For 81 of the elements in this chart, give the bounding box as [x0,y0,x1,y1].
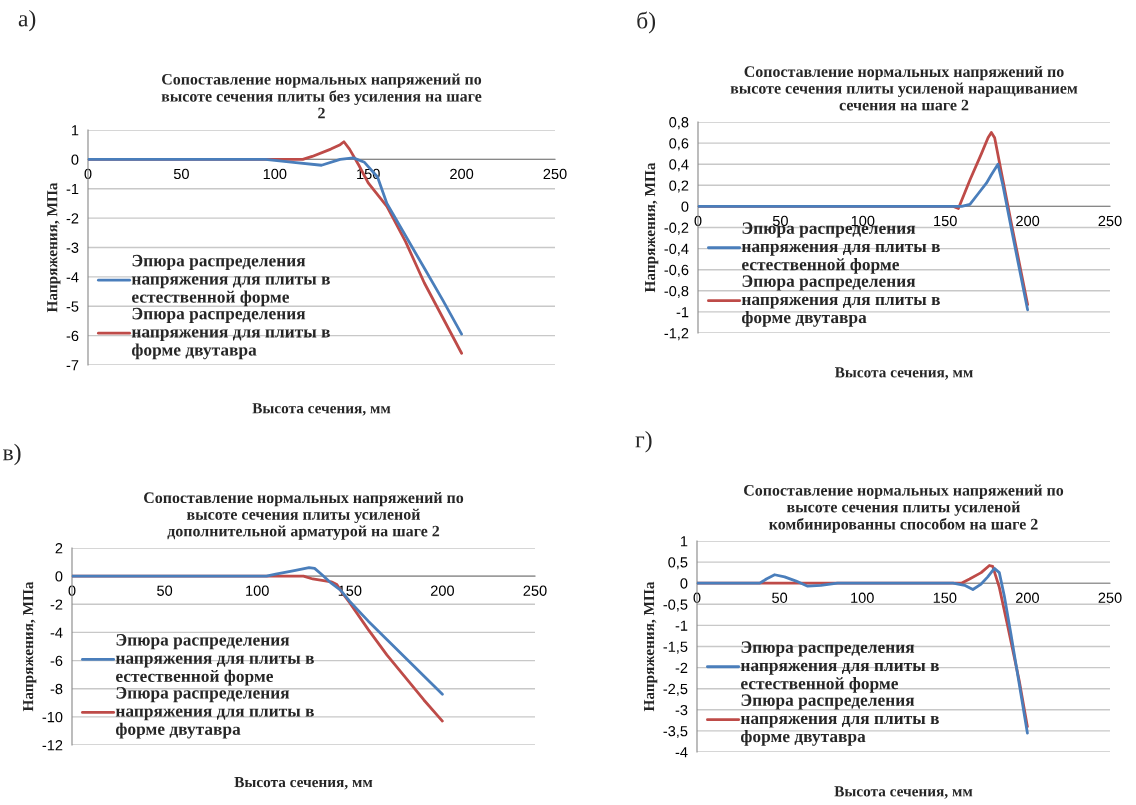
legend-label: Эпюра распределения напряжения для плиты в естественной форме [740,641,939,693]
x-tick-label: 250 [543,168,567,180]
y-tick-label: -2,5 [663,683,688,696]
y-tick-label: -0,2 [664,222,689,235]
chart-title: Сопоставление нормальных напряжений по высоте сечения плиты усиленой дополнительной арматурой на шаге 2 [144,491,464,540]
y-tick-label: -8 [50,683,63,695]
legend-label: Эпюра распределения напряжения для плиты в форме двутавра [131,307,330,360]
y-tick-label: -4 [50,627,63,638]
chart-title: Сопоставление нормальных напряжений по высоте сечения плиты без усиления на шаге 2 [161,73,482,119]
text: б) [637,11,656,34]
y-tick-label: 0 [55,571,63,582]
x-axis-title: Высота сечения, мм [234,777,373,790]
y-tick-label: -5 [66,301,79,312]
x-tick-label: 100 [263,168,287,180]
x-tick-label: 200 [450,168,474,180]
y-axis-title: Напряжения, МПа [644,581,658,712]
y-tick-label: -0,6 [664,264,689,277]
text: в) [2,443,21,466]
y-tick-label: -3 [675,704,688,716]
x-tick-label: 50 [173,168,189,180]
y-tick-label: 0,5 [668,557,688,570]
x-tick-label: 0 [84,168,92,180]
y-tick-label: 0,4 [669,159,689,172]
x-tick-label: 0 [693,592,701,603]
y-tick-label: 0 [71,154,79,165]
y-tick-label: 0,6 [669,138,689,151]
legend-label: Эпюра распределения напряжения для плиты в естественной форме [131,254,330,307]
x-tick-label: 0 [694,215,702,227]
x-tick-label: 50 [772,592,788,603]
y-tick-label: 0,8 [669,117,689,130]
chart-title: Сопоставление нормальных напряжений по высоте сечения плиты усиленой комбинированны способом на шаге 2 [744,484,1064,533]
y-tick-label: 2 [55,543,63,554]
x-axis-title: Высота сечения, мм [252,403,391,416]
legend-label: Эпюра распределения напряжения для плиты в форме двутавра [115,686,314,739]
x-tick-label: 100 [246,585,269,596]
x-tick-label: 50 [157,585,173,596]
y-tick-label: -4 [66,272,79,283]
x-tick-label: 200 [1015,592,1039,603]
y-tick-label: -1 [66,184,79,195]
y-tick-label: 0 [681,201,689,212]
x-tick-label: 150 [933,592,957,603]
y-tick-label: -1,2 [664,328,689,341]
y-tick-label: -2 [50,599,63,610]
x-tick-label: 250 [1098,215,1122,227]
y-tick-label: 0,2 [669,180,689,193]
y-tick-label: -4 [675,747,688,758]
y-tick-label: -6 [66,330,79,342]
y-tick-label: 1 [71,125,79,136]
legend-label: Эпюра распределения напряжения для плиты в форме двутавра [741,275,940,327]
x-tick-label: 150 [934,215,957,227]
y-tick-label: -2 [675,662,688,673]
legend-label: Эпюра распределения напряжения для плиты в форме двутавра [740,694,939,746]
y-tick-label: -7 [66,360,79,371]
x-tick-label: 200 [430,585,454,596]
legend-label: Эпюра распределения напряжения для плиты в естественной форме [115,634,314,686]
x-tick-label: 100 [851,592,874,603]
y-axis-title: Напряжения, МПа [47,182,61,313]
y-tick-label: -6 [50,655,63,666]
text: а) [18,9,36,32]
y-tick-label: 1 [680,536,688,547]
y-tick-label: -12 [42,740,63,751]
y-axis-title: Напряжения, МПа [645,162,659,293]
y-tick-label: -2 [66,213,79,224]
y-tick-label: -1 [676,307,689,318]
y-tick-label: -1 [675,620,688,631]
x-tick-label: 200 [1016,215,1040,227]
x-tick-label: 250 [1098,592,1122,603]
y-axis-title: Напряжения, МПа [23,581,37,712]
y-tick-label: -3,5 [663,726,688,739]
y-tick-label: 0 [680,578,688,589]
x-axis-title: Высота сечения, мм [834,367,973,380]
x-axis-title: Высота сечения, мм [834,786,973,799]
chart-title: Сопоставление нормальных напряжений по высоте сечения плиты усиленой наращиванием сечения на шаге 2 [730,65,1078,111]
y-tick-label: -0,8 [664,285,689,298]
y-tick-label: -1,5 [663,641,688,654]
y-tick-label: -3 [66,242,79,253]
y-tick-label: -0,5 [663,599,688,612]
y-tick-label: -10 [42,711,63,723]
x-tick-label: 250 [523,585,547,596]
y-tick-label: -0,4 [664,243,689,256]
text: г) [635,430,652,453]
